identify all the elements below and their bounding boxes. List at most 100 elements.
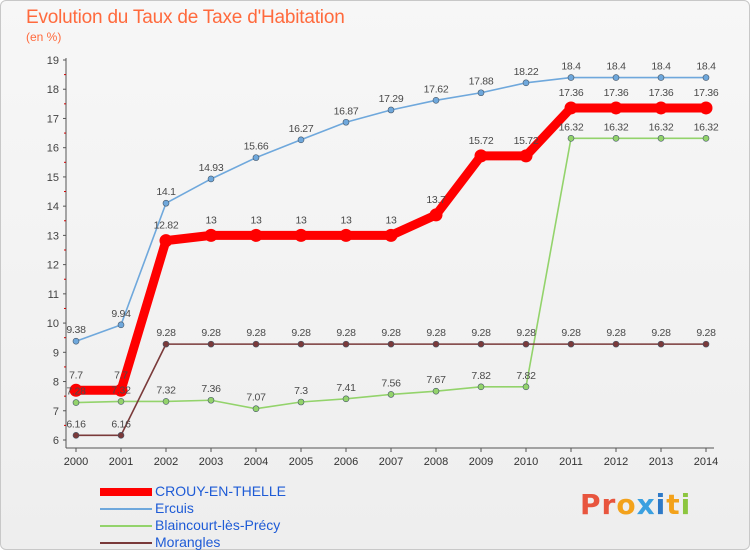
legend-label: Morangles bbox=[155, 534, 221, 550]
data-label: 18.4 bbox=[561, 61, 581, 73]
data-point bbox=[252, 154, 260, 161]
y-tick-label: 10 bbox=[47, 318, 59, 330]
data-label: 17.36 bbox=[559, 87, 584, 99]
data-label: 9.28 bbox=[291, 327, 311, 339]
chart-title: Evolution du Taux de Taxe d'Habitation bbox=[26, 7, 345, 28]
data-label: 9.28 bbox=[201, 327, 221, 339]
x-tick-label: 2003 bbox=[199, 456, 223, 468]
data-point bbox=[297, 340, 305, 348]
data-label: 18.4 bbox=[651, 61, 671, 73]
data-point bbox=[207, 396, 215, 404]
legend-label: Ercuis bbox=[155, 500, 194, 516]
data-label: 17.36 bbox=[604, 87, 629, 99]
data-point bbox=[477, 340, 485, 348]
data-point bbox=[117, 398, 125, 405]
x-tick-label: 2001 bbox=[109, 456, 133, 468]
data-point bbox=[342, 118, 350, 126]
data-label: 16.32 bbox=[649, 121, 674, 133]
data-label: 9.28 bbox=[246, 327, 266, 339]
data-label: 17.36 bbox=[694, 87, 719, 99]
data-point bbox=[657, 135, 665, 142]
data-point bbox=[612, 74, 620, 81]
y-tick-label: 9 bbox=[53, 347, 59, 359]
data-point bbox=[522, 383, 530, 391]
data-point bbox=[567, 74, 575, 81]
data-label: 7.56 bbox=[381, 377, 401, 389]
data-label: 13 bbox=[205, 214, 217, 226]
data-point bbox=[612, 135, 620, 142]
logo-letter: o bbox=[616, 488, 637, 521]
data-label: 17.88 bbox=[469, 76, 494, 88]
data-label: 16.87 bbox=[334, 105, 359, 117]
y-tick-label: 13 bbox=[47, 230, 59, 242]
data-label: 6.16 bbox=[111, 418, 131, 430]
legend-label: Blaincourt-lès-Précy bbox=[155, 517, 281, 533]
data-point bbox=[519, 149, 533, 163]
data-point bbox=[72, 399, 80, 406]
data-label: 7.41 bbox=[336, 382, 356, 394]
data-label: 9.28 bbox=[381, 327, 401, 339]
data-point bbox=[252, 405, 260, 413]
data-point bbox=[162, 398, 170, 405]
data-point bbox=[162, 340, 170, 348]
y-tick-label: 6 bbox=[53, 435, 59, 447]
legend-swatch bbox=[100, 488, 152, 496]
data-point bbox=[342, 395, 350, 403]
series-line-1 bbox=[75, 76, 707, 343]
y-tick-label: 12 bbox=[47, 260, 59, 272]
data-label: 7.32 bbox=[111, 384, 131, 396]
data-point bbox=[702, 135, 710, 142]
data-point bbox=[657, 340, 665, 348]
y-tick-label: 19 bbox=[47, 55, 59, 67]
series-line-0 bbox=[71, 103, 711, 395]
x-tick-label: 2014 bbox=[694, 456, 718, 468]
data-point bbox=[249, 228, 263, 242]
data-point bbox=[432, 387, 440, 395]
data-label: 17.62 bbox=[424, 83, 449, 95]
data-label: 13 bbox=[340, 214, 352, 226]
data-point bbox=[432, 97, 440, 104]
data-label: 13 bbox=[385, 214, 397, 226]
data-label: 7.07 bbox=[246, 392, 266, 404]
x-tick-label: 2006 bbox=[334, 456, 358, 468]
x-tick-label: 2008 bbox=[424, 456, 448, 468]
data-label: 7.82 bbox=[471, 370, 491, 382]
data-label: 16.32 bbox=[604, 121, 629, 133]
data-label: 9.28 bbox=[696, 327, 716, 339]
data-point bbox=[387, 106, 395, 114]
data-label: 9.28 bbox=[651, 327, 671, 339]
data-point bbox=[207, 175, 215, 183]
data-label: 9.28 bbox=[471, 327, 491, 339]
data-point bbox=[204, 228, 218, 242]
data-point bbox=[294, 228, 308, 242]
legend-swatch bbox=[100, 525, 152, 527]
data-label: 9.28 bbox=[336, 327, 356, 339]
data-label: 15.66 bbox=[244, 141, 269, 153]
data-point bbox=[657, 74, 665, 81]
data-label: 14.1 bbox=[156, 186, 176, 198]
data-point bbox=[702, 340, 710, 348]
data-label: 13 bbox=[295, 214, 307, 226]
data-point bbox=[339, 228, 353, 242]
data-label: 16.27 bbox=[289, 123, 314, 135]
data-point bbox=[522, 340, 530, 348]
data-point bbox=[384, 228, 398, 242]
data-point bbox=[522, 79, 530, 87]
proxiti-logo: Proxiti bbox=[580, 488, 691, 521]
data-label: 9.28 bbox=[426, 327, 446, 339]
data-point bbox=[609, 101, 623, 115]
x-tick-label: 2010 bbox=[514, 456, 538, 468]
logo-letter: r bbox=[601, 488, 617, 521]
data-label: 15.72 bbox=[514, 135, 539, 147]
data-label: 7.67 bbox=[426, 374, 446, 386]
y-tick-label: 17 bbox=[47, 113, 59, 125]
x-tick-label: 2002 bbox=[154, 456, 178, 468]
logo-letter: i bbox=[655, 488, 667, 521]
logo-letter: i bbox=[680, 488, 692, 521]
x-tick-label: 2007 bbox=[379, 456, 403, 468]
data-label: 9.28 bbox=[606, 327, 626, 339]
x-tick-label: 2011 bbox=[559, 456, 583, 468]
data-label: 7.7 bbox=[114, 369, 128, 381]
data-point bbox=[72, 432, 80, 439]
